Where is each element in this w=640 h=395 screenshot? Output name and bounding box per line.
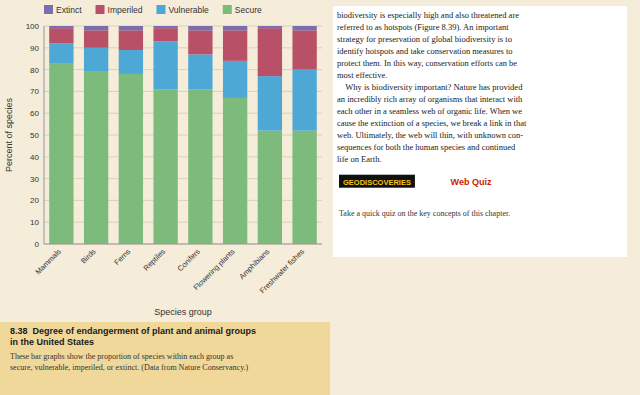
y-tick-label: 50 xyxy=(30,131,39,140)
legend-label: Secure xyxy=(235,5,262,15)
legend: Extinct Imperiled Vulnerable Secure xyxy=(44,5,262,15)
panel-text: life on Earth. xyxy=(337,154,382,164)
grid-line xyxy=(44,244,322,245)
legend-label: Vulnerable xyxy=(168,5,209,15)
bar xyxy=(188,89,212,244)
bar xyxy=(119,30,143,50)
x-tick-label: Birds xyxy=(79,247,98,266)
bar xyxy=(223,61,247,98)
caption-panel xyxy=(0,322,330,395)
caption-title: 8.38 Degree of endangerment of plant and… xyxy=(10,326,256,347)
bar xyxy=(258,131,282,244)
bar xyxy=(49,26,73,28)
bar xyxy=(49,28,73,43)
y-tick-label: 10 xyxy=(30,218,39,227)
badge xyxy=(339,175,415,188)
bar xyxy=(153,26,177,28)
y-tick-label: 100 xyxy=(26,22,40,31)
panel-text: cause the extinction of a species, we br… xyxy=(337,118,527,128)
bar xyxy=(258,28,282,76)
bar xyxy=(292,131,316,244)
y-axis-label: Percent of species xyxy=(4,97,14,172)
panel-text: identify hotspots and take conservation … xyxy=(337,46,513,56)
legend-label: Imperiled xyxy=(108,5,143,15)
quiz-title: Web Quiz xyxy=(451,177,492,187)
x-axis-label: Species group xyxy=(154,307,212,317)
bar xyxy=(49,63,73,244)
bar xyxy=(223,98,247,244)
y-tick-label: 0 xyxy=(35,240,40,249)
x-tick-label: Mammals xyxy=(33,247,63,277)
text-line: These bar graphs show the proportion of … xyxy=(10,352,233,361)
x-axis-line xyxy=(44,244,322,245)
legend-swatch xyxy=(156,5,165,14)
text-line: 8.38 Degree of endangerment of plant and… xyxy=(10,326,256,336)
series-3 xyxy=(49,26,317,30)
panel-text: protect them. In this way, conservation … xyxy=(337,58,517,68)
bar xyxy=(153,89,177,244)
x-tick-label: Flowering plants xyxy=(192,247,237,292)
bar xyxy=(223,30,247,61)
figure: 0 10 20 30 40 50 60 70 80 90 100 Mammals Birds Ferns R… xyxy=(0,0,640,395)
bar xyxy=(84,72,108,244)
y-tick-label: 90 xyxy=(30,44,39,53)
bar xyxy=(119,74,143,244)
y-tick-label: 20 xyxy=(30,196,39,205)
bar xyxy=(223,26,247,30)
y-tick-label: 40 xyxy=(30,153,39,162)
panel-text: sequences for both the human species and… xyxy=(337,142,516,152)
bar xyxy=(84,48,108,72)
panel-text: web. Ultimately, the web will thin, with… xyxy=(337,130,523,140)
y-tick-label: 60 xyxy=(30,109,39,118)
chart: 0 10 20 30 40 50 60 70 80 90 100 Mammals Birds Ferns R… xyxy=(4,5,322,317)
bars xyxy=(49,26,317,244)
bar xyxy=(292,30,316,69)
y-tick-label: 70 xyxy=(30,87,39,96)
x-tick-label: Conifers xyxy=(176,247,202,273)
x-tick-label: Ferns xyxy=(112,247,132,267)
bar xyxy=(188,54,212,89)
bar xyxy=(84,26,108,30)
x-tick-label: Freshwater fishes xyxy=(258,247,306,295)
series-2 xyxy=(49,28,317,76)
panel-text: strategy for preservation of global biod… xyxy=(337,34,512,44)
bar xyxy=(258,76,282,131)
y-tick-label: 30 xyxy=(30,175,39,184)
bar xyxy=(292,70,316,131)
bar xyxy=(119,50,143,74)
bar xyxy=(188,26,212,30)
bar xyxy=(153,41,177,89)
bar xyxy=(84,30,108,47)
x-tick-label: Amphibians xyxy=(237,247,271,281)
panel-text: most effective. xyxy=(337,70,387,80)
bar xyxy=(292,26,316,30)
background xyxy=(0,0,640,395)
grid xyxy=(44,26,322,244)
bar xyxy=(49,43,73,63)
y-axis-line xyxy=(44,26,45,244)
series-0 xyxy=(49,63,317,244)
panel-text: Why is biodiversity important? Nature ha… xyxy=(337,82,523,92)
quiz-prompt: Take a quick quiz on the key concepts of… xyxy=(339,209,510,218)
panel-text: each other in a seamless web of organic … xyxy=(337,106,522,116)
panel-text: biodiversity is especially high and also… xyxy=(337,10,519,20)
panel-text: referred to as hotspots (Figure 8.39). A… xyxy=(337,22,509,32)
text-line: secure, vulnerable, imperiled, or extinc… xyxy=(10,363,249,372)
panel-text: an incredibly rich array of organisms th… xyxy=(337,94,523,104)
bar xyxy=(258,26,282,28)
legend-swatch xyxy=(44,5,53,14)
legend-swatch xyxy=(223,5,232,14)
bar xyxy=(119,26,143,30)
bar xyxy=(188,30,212,54)
legend-swatch xyxy=(96,5,105,14)
x-tick-label: Reptiles xyxy=(142,247,168,273)
text-line: in the United States xyxy=(10,337,94,347)
bar xyxy=(153,28,177,41)
text-panel xyxy=(333,6,627,257)
badge-text: GEODISCOVERIES xyxy=(343,178,411,187)
caption-body: These bar graphs show the proportion of … xyxy=(10,352,249,372)
y-tick-label: 80 xyxy=(30,66,39,75)
legend-label: Extinct xyxy=(56,5,82,15)
